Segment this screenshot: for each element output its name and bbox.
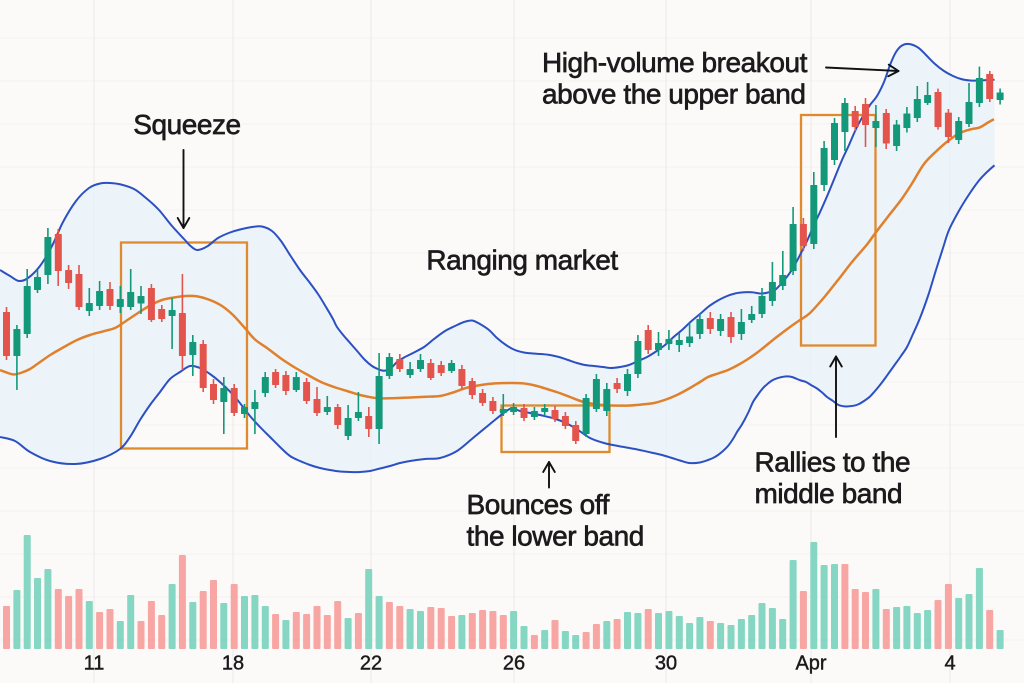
svg-text:above the upper band: above the upper band: [542, 78, 805, 109]
svg-text:30: 30: [655, 653, 677, 675]
svg-text:4: 4: [944, 653, 955, 675]
svg-text:18: 18: [222, 653, 244, 675]
svg-text:Bounces off: Bounces off: [467, 489, 610, 520]
svg-text:middle band: middle band: [755, 478, 903, 509]
svg-text:26: 26: [503, 653, 525, 675]
svg-text:Ranging market: Ranging market: [426, 245, 618, 276]
svg-text:Apr: Apr: [795, 653, 826, 675]
svg-text:Squeeze: Squeeze: [133, 109, 240, 140]
svg-text:High-volume breakout: High-volume breakout: [542, 47, 808, 78]
svg-text:22: 22: [360, 653, 382, 675]
svg-text:11: 11: [84, 653, 105, 675]
svg-text:the lower band: the lower band: [467, 520, 644, 551]
svg-text:Rallies to the: Rallies to the: [755, 447, 911, 478]
